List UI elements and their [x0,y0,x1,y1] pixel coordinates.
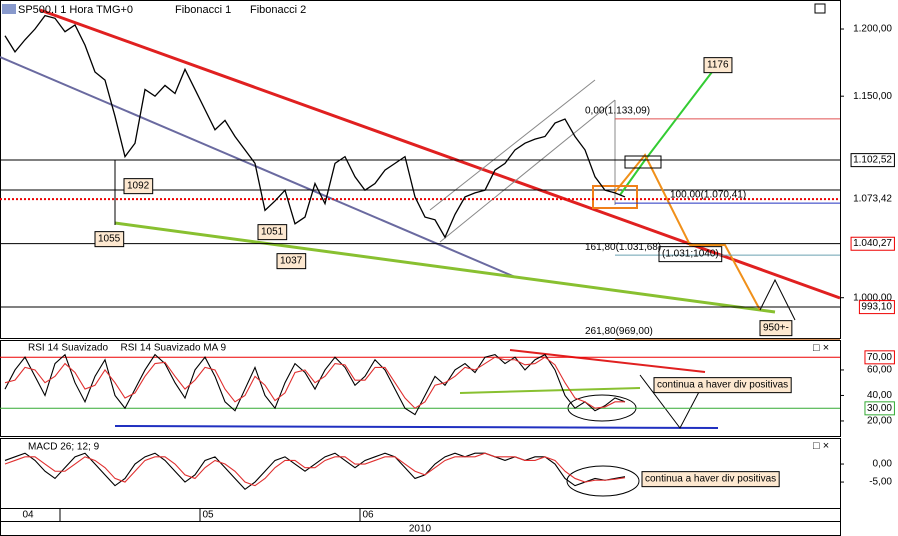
box [592,185,638,209]
level-box [864,401,895,416]
annotation: 950+- [763,323,789,334]
annotation-box [641,471,780,488]
annotation-box [94,231,125,248]
fib-label: 261,80(969,00) [585,326,653,337]
price-panel [0,0,841,339]
y-tick-label: 1.150,00 [853,91,892,102]
annotation: 1055 [98,234,121,245]
tool[interactable]: Fibonacci 1 [175,4,231,16]
annotation-box [257,224,288,241]
data-line [4,353,626,416]
symbol[interactable]: SP500.I 1 Hora TMG+0 [18,4,133,16]
annotation: 1092 [127,181,150,192]
annotation-box [276,253,307,270]
channel-line [439,99,616,243]
data-line [4,356,625,409]
y-tick-label: 1.000,00 [853,292,892,303]
level-box [850,153,895,168]
y-tick-label: 1.200,00 [853,24,892,35]
data-line [4,452,626,487]
level-label: 1.102,52 [853,155,892,166]
annotation-box [759,320,793,337]
level-label: 1.073,42 [853,194,892,205]
level-label: 993,10 [861,302,892,313]
y-tick-label: -5,00 [869,477,892,488]
legend-entry: RSI 14 Suavizado [28,343,108,354]
annotation: continua a haver div positivas [645,474,776,485]
trendline [0,56,516,278]
annotation: 1037 [280,256,303,267]
projection [639,374,701,429]
box [624,155,662,169]
channel-line [429,79,596,211]
annotation: 1176 [707,60,729,71]
rsi-panel [0,340,841,437]
annotation: 1051 [261,227,284,238]
x-tick-label: 05 [202,510,214,521]
window-button[interactable] [814,3,826,14]
window-button[interactable]: □ × [813,342,829,354]
annotation-box [658,246,723,263]
tool[interactable]: Fibonacci 2 [250,4,306,16]
annotation-box [123,178,154,195]
y-tick-label: 40,00 [867,390,892,401]
y-tick-label: 0,00 [873,459,893,470]
trendline [459,387,641,394]
annotation-box [653,377,792,394]
legend-entry: MACD 26; 12; 9 [28,442,100,453]
level-label: 1.040,27 [853,238,892,249]
level-box [864,350,895,365]
trendline [114,221,776,314]
data-line [4,14,626,239]
level-box [850,192,895,207]
legend-entry: RSI 14 Suavizado MA 9 [120,343,226,354]
x-tick-label: 04 [22,510,34,521]
highlight [566,465,640,497]
trendline [39,8,841,300]
support-line [114,425,719,429]
annotation: continua a haver div positivas [657,380,788,391]
fib-label: 100,00(1.070,41) [670,190,746,201]
annotation: (1.031;1040) [662,249,719,260]
fib-label: 0,00(1.133,09) [585,106,650,117]
annotation-box [703,57,733,74]
level-label: 30,00 [867,403,892,414]
x-tick-label: 06 [362,510,374,521]
fib-label: 161,80(1.031,68) [585,242,661,253]
y-tick-label: 60,00 [867,365,892,376]
trendline [509,349,706,373]
symbol-icon [2,4,16,14]
level-box [850,236,895,251]
year-label: 2010 [409,524,432,535]
level-box [858,300,895,315]
level-label: 70,00 [867,352,892,363]
y-tick-label: 20,00 [867,416,892,427]
window-button[interactable]: □ × [813,440,829,452]
projection [614,153,761,311]
